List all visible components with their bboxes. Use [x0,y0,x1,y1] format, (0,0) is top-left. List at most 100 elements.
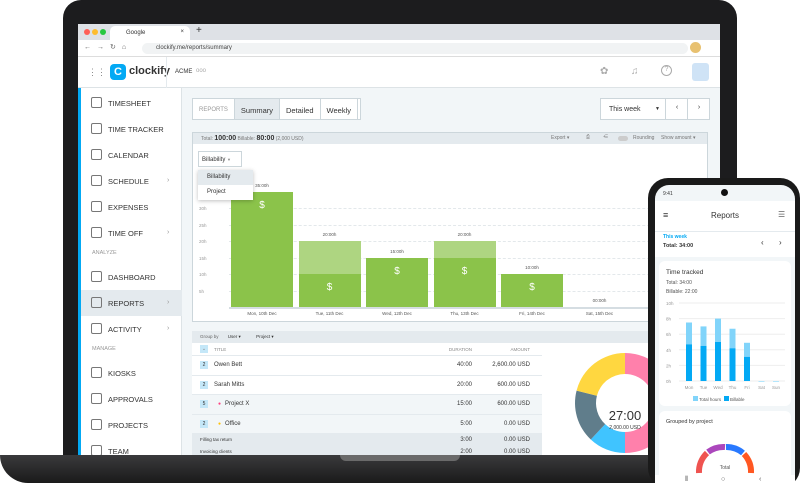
workspace-name[interactable]: ACME [175,69,193,75]
show-amount-select[interactable]: Show amount ▾ [661,135,696,141]
recents-icon[interactable]: ⦀ [685,476,689,483]
bar-segment[interactable] [501,274,563,307]
expand-all-icon[interactable]: ⌄ [200,345,208,353]
prev-week-button[interactable]: ‹ [665,99,688,119]
y-tick-label: 5h [199,288,205,294]
bar-segment[interactable] [231,192,293,307]
tab-weekly[interactable]: Weekly [321,99,358,119]
sidebar-item-expenses[interactable]: EXPENSES [81,194,182,220]
prev-period-button[interactable]: ‹ [761,238,764,247]
address-bar: ←→↻⌂ clockify.me/reports/summary [78,40,720,57]
sidebar-item-time-tracker[interactable]: TIME TRACKER [81,116,182,142]
donut-segment[interactable] [590,424,625,453]
rounding-toggle[interactable] [618,136,628,141]
bar-segment[interactable] [715,318,721,342]
reports-label: REPORTS [193,99,235,119]
user-avatar[interactable] [692,63,709,81]
next-week-button[interactable]: › [687,99,710,119]
menu-icon[interactable]: ≡ [663,210,669,220]
table-row[interactable]: Filling tax return 3:00 0.00 USD [192,434,542,446]
sidebar-item-label: SCHEDULE [108,177,149,186]
sidebar-item-kiosks[interactable]: KIOSKS [81,360,182,386]
bar-segment[interactable] [744,342,750,357]
bar-segment[interactable] [686,344,692,381]
tab-detailed[interactable]: Detailed [280,99,321,119]
gauge-label: Total [719,465,731,471]
print-icon[interactable]: ⎙ [586,134,591,140]
sidebar-item-approvals[interactable]: APPROVALS [81,386,182,412]
maximize-dot[interactable] [100,29,106,35]
bell-icon[interactable]: ♫ [631,66,639,77]
bar-segment[interactable] [729,328,736,349]
next-period-button[interactable]: › [779,238,782,247]
minimize-dot[interactable] [92,29,98,35]
row-count-badge[interactable]: 5 [200,400,208,408]
sidebar-item-projects[interactable]: PROJECTS [81,412,182,438]
bar-segment[interactable] [700,326,707,346]
table-row[interactable]: 2 Sarah Mitts 20:00 600.00 USD [192,376,542,395]
bar-segment[interactable] [433,241,496,258]
row-duration: 5:00 [460,420,472,427]
sidebar-item-time-off[interactable]: TIME OFF › [81,220,182,246]
export-button[interactable]: Export ▾ [551,135,570,141]
sidebar-item-timesheet[interactable]: TIMESHEET [81,90,182,116]
url-field[interactable]: clockify.me/reports/summary [142,43,688,54]
sidebar-item-activity[interactable]: ACTIVITY › [81,316,182,342]
extension-icon[interactable]: ✿ [600,66,609,77]
filter-icon[interactable]: ☰ [778,210,786,219]
menu-item-billability[interactable]: Billability [198,170,253,185]
y-tick-label: 10h [666,301,674,306]
help-icon[interactable]: ? [661,65,672,76]
group-project-select[interactable]: Project ▾ [256,334,274,339]
bar-segment[interactable] [773,381,779,382]
tab-summary[interactable]: Summary [234,99,280,119]
close-dot[interactable] [84,29,90,35]
bar-segment[interactable] [744,356,750,381]
close-tab-icon[interactable]: × [180,29,184,35]
bar-segment[interactable] [686,322,692,345]
amount-header[interactable]: AMOUNT [510,347,531,352]
bar-segment[interactable] [758,381,765,382]
browser-tab[interactable]: Google × [110,26,190,40]
bar-segment[interactable] [700,345,707,381]
home-icon[interactable]: ○ [721,476,726,483]
table-row[interactable]: Invoicing clients 2:00 0.00 USD [192,446,542,455]
sidebar-item-reports[interactable]: REPORTS › [81,290,182,316]
table-row[interactable]: 5 ● Project X 15:00 600.00 USD [192,395,542,415]
bar-segment[interactable] [433,257,496,307]
sidebar-item-schedule[interactable]: SCHEDULE › [81,168,182,194]
range-select[interactable]: This week [609,106,641,113]
new-tab-icon[interactable]: + [196,25,202,36]
group-user-select[interactable]: User ▾ [227,334,241,339]
sidebar-item-dashboard[interactable]: DASHBOARD [81,264,182,290]
bar-segment[interactable] [729,348,736,381]
table-row[interactable]: 2 ● Office 5:00 0.00 USD [192,414,542,434]
sidebar-item-calendar[interactable]: CALENDAR [81,142,182,168]
bar-segment[interactable] [366,257,428,307]
menu-item-project[interactable]: Project [207,189,226,195]
apps-grid-icon[interactable]: ⋮⋮ [88,67,106,77]
sidebar-item-team[interactable]: TEAM [81,438,182,455]
nav-icons[interactable]: ←→↻⌂ [84,44,133,51]
y-tick-label: 2h [666,363,672,368]
x-tick-label: Fri, 14th Dec [519,311,545,316]
billability-dropdown[interactable]: Billability ▼ [198,151,242,167]
bar-segment[interactable] [298,241,361,275]
table-row[interactable]: 2 Owen Bett 40:00 2,600.00 USD [192,356,542,376]
profile-avatar[interactable] [690,42,701,53]
bar-segment[interactable] [715,342,721,381]
row-count-badge[interactable]: 2 [200,419,208,428]
share-icon[interactable]: ⋲ [603,134,608,140]
back-icon[interactable]: ‹ [759,476,762,483]
row-count-badge[interactable]: 2 [200,361,208,369]
row-count-badge[interactable]: 2 [200,380,208,389]
donut-segment[interactable] [575,390,606,440]
projects-icon [91,419,102,430]
workspace-menu-icon[interactable]: ooo [196,68,207,74]
title-header[interactable]: TITLE [214,347,227,352]
row-title: Owen Bett [214,362,243,368]
donut-segment[interactable] [576,353,625,396]
x-axis [229,307,707,309]
bar-segment[interactable] [298,274,361,307]
duration-header[interactable]: DURATION [448,347,472,352]
